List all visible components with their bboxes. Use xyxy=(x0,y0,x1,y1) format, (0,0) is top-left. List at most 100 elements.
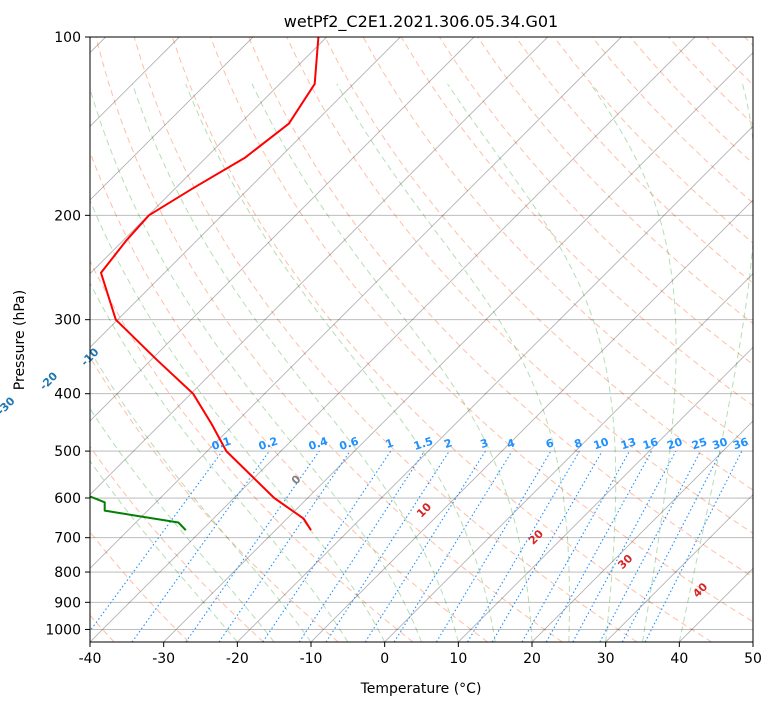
mixing-ratio-line xyxy=(262,450,392,642)
x-tick-label: 0 xyxy=(380,651,389,667)
x-tick-label: 40 xyxy=(670,651,688,667)
y-tick-label: 100 xyxy=(54,30,81,46)
dry-adiabat-line xyxy=(90,259,414,642)
dry-adiabat-line xyxy=(668,37,753,125)
moist-adiabat-line xyxy=(447,83,617,642)
mixing-ratio-label: 0.1 xyxy=(210,435,233,453)
moist-adiabat-label: 20 xyxy=(526,527,546,547)
mixing-ratio-label: 30 xyxy=(711,435,730,452)
moist-adiabat-label: 30 xyxy=(615,552,635,572)
dry-adiabat-line xyxy=(553,37,753,244)
mixing-ratio-line xyxy=(364,450,486,642)
y-tick-label: 700 xyxy=(54,531,81,547)
x-tick-label: -40 xyxy=(79,651,102,667)
x-tick-label: -20 xyxy=(226,651,249,667)
dry-adiabat-line xyxy=(706,37,753,86)
isotherm-line xyxy=(90,37,254,201)
mixing-ratio-line xyxy=(467,450,580,642)
y-axis-label: Pressure (hPa) xyxy=(12,290,28,390)
y-axis-ticks: 100 200 300 400 500 600 700 800 900 1000 xyxy=(45,30,90,638)
isotherm-line xyxy=(90,37,548,496)
plot-frame xyxy=(89,36,754,643)
mixing-ratio-label: 6 xyxy=(544,436,556,451)
dry-adiabat-line xyxy=(286,37,753,534)
mixing-ratio-label: 25 xyxy=(690,435,709,452)
mixing-ratio-label: 0.6 xyxy=(338,434,361,452)
moist-adiabat-line xyxy=(336,83,570,642)
isotherm-line xyxy=(90,37,622,569)
y-tick-label: 400 xyxy=(54,387,81,403)
mixing-ratio-line xyxy=(393,450,513,642)
mixing-ratio-label: 0.4 xyxy=(307,434,330,452)
moist-adiabat-line xyxy=(251,83,533,642)
dry-adiabat-line xyxy=(90,150,488,642)
moist-adiabat-line xyxy=(90,407,275,642)
sounding-line xyxy=(90,495,187,531)
moist-adiabat-line xyxy=(90,460,238,642)
moist-adiabat-line xyxy=(90,199,386,642)
isotherm-line xyxy=(90,37,327,275)
y-tick-label: 800 xyxy=(54,565,81,581)
dry-adiabat-line xyxy=(744,37,753,47)
mixing-ratio-label: 13 xyxy=(619,435,638,452)
dry-adiabat-line xyxy=(171,37,712,642)
mixing-ratio-line xyxy=(599,450,702,642)
mixing-ratio-label: 36 xyxy=(731,435,750,452)
moist-adiabat-line xyxy=(90,86,422,642)
isotherm-line xyxy=(458,346,753,642)
dry-adiabat-line xyxy=(248,37,753,578)
mixing-ratio-label: 2 xyxy=(443,436,454,451)
y-tick-label: 500 xyxy=(54,444,81,460)
isotherm-line xyxy=(752,641,753,642)
moist-adiabat-line xyxy=(131,83,459,642)
x-tick-label: 30 xyxy=(597,651,615,667)
y-tick-label: 1000 xyxy=(45,622,81,638)
sounding-line xyxy=(100,37,320,531)
dry-adiabat-line xyxy=(515,37,753,284)
mixing-ratio-label: 8 xyxy=(573,436,584,451)
mixing-ratio-label: 3 xyxy=(479,436,490,451)
y-tick-label: 300 xyxy=(54,313,81,329)
moist-adiabat-line xyxy=(90,281,349,642)
x-tick-label: -10 xyxy=(300,651,323,667)
mixing-ratio-line xyxy=(185,450,320,642)
mixing-ratio-line xyxy=(435,450,552,642)
x-tick-label: 50 xyxy=(744,651,762,667)
mixing-ratio-line xyxy=(218,450,351,642)
isotherm-line xyxy=(237,125,753,642)
mixing-ratio-label: 10 xyxy=(592,435,611,452)
mixing-ratio-label: 4 xyxy=(505,436,517,451)
isotherm-line xyxy=(90,37,475,422)
moist-adiabat-line xyxy=(185,83,496,642)
dry-adiabat-line xyxy=(324,37,753,491)
dry-adiabat-line xyxy=(438,37,753,366)
x-tick-label: 20 xyxy=(523,651,541,667)
dry-adiabat-line xyxy=(90,356,339,642)
mixing-ratio-line xyxy=(325,450,450,642)
x-tick-label: -30 xyxy=(152,651,175,667)
chart-title: wetPf2_C2E1.2021.306.05.34.G01 xyxy=(284,12,558,32)
isotherm-line xyxy=(679,567,753,642)
mixing-ratio-label: 16 xyxy=(641,435,660,452)
mixing-ratio-label: 1 xyxy=(384,436,395,451)
dry-adiabat-label: -30 xyxy=(0,394,18,417)
x-axis-ticks: -40 -30 -20 -10 0 10 20 30 40 50 xyxy=(79,642,762,667)
y-tick-label: 600 xyxy=(54,491,81,507)
x-tick-label: 10 xyxy=(449,651,467,667)
dry-adiabat-line xyxy=(210,37,753,623)
dry-adiabat-line xyxy=(477,37,753,325)
isotherm-line xyxy=(605,494,753,642)
dry-adiabat-line xyxy=(90,445,264,642)
moist-adiabat-line xyxy=(90,349,312,642)
mixing-ratio-label: 20 xyxy=(665,435,684,452)
mixing-ratio-line xyxy=(521,450,630,642)
background-lines xyxy=(90,37,753,642)
moist-adiabat-label: 10 xyxy=(414,500,434,520)
isotherm-line xyxy=(384,273,753,642)
y-tick-label: 200 xyxy=(54,208,81,224)
mixing-ratio-line xyxy=(572,450,677,642)
y-tick-label: 900 xyxy=(54,595,81,611)
mixing-ratio-line xyxy=(545,450,653,642)
mixing-ratio-line xyxy=(644,450,743,642)
